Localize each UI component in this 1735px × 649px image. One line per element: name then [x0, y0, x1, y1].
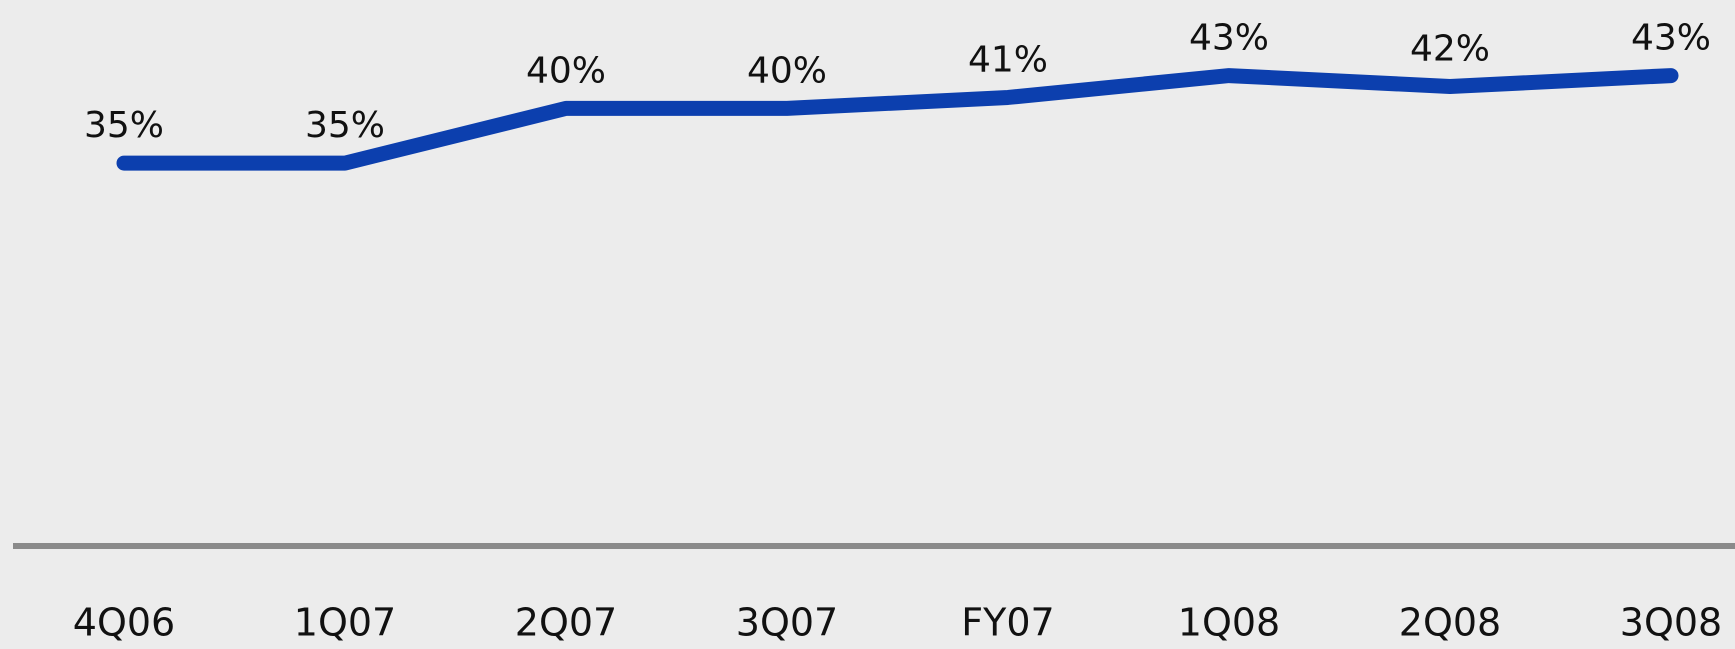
data-label: 42% — [1410, 29, 1490, 70]
x-tick-label: 4Q06 — [73, 601, 175, 645]
x-tick-label: 3Q07 — [736, 601, 838, 645]
x-tick-label: 1Q08 — [1178, 601, 1280, 645]
data-label: 40% — [747, 50, 827, 91]
x-tick-label: 2Q07 — [515, 601, 617, 645]
x-tick-label: 2Q08 — [1399, 601, 1501, 645]
x-tick-label: 1Q07 — [294, 601, 396, 645]
data-label: 35% — [84, 105, 164, 146]
x-tick-label: 3Q08 — [1620, 601, 1722, 645]
data-label: 40% — [526, 50, 606, 91]
data-label: 41% — [968, 39, 1048, 80]
data-label: 43% — [1631, 18, 1711, 59]
data-label: 43% — [1189, 18, 1269, 59]
x-tick-label: FY07 — [961, 601, 1054, 645]
data-label: 35% — [305, 105, 385, 146]
line — [116, 68, 1679, 171]
